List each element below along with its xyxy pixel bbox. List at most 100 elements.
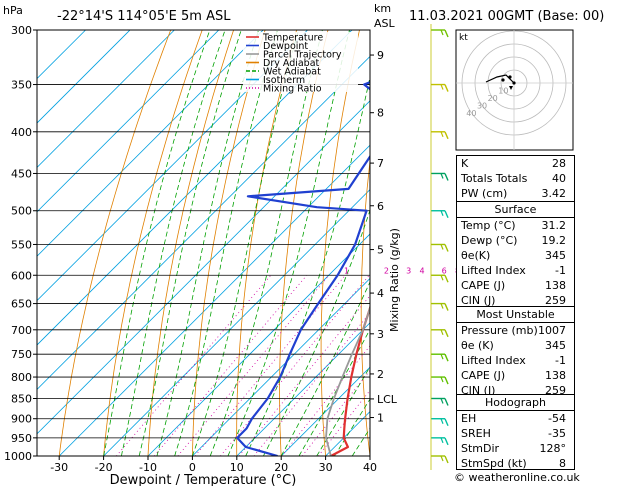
km-tick-label: 1 [377, 412, 384, 425]
wet-adiabat-line [316, 366, 370, 456]
mixing-ratio-label: 4 [419, 266, 424, 275]
storm-motion-marker [509, 86, 513, 90]
km-tick-label: LCL [377, 393, 398, 406]
wind-barbs [430, 24, 449, 470]
isotherm-line [37, 30, 264, 257]
wind-barb-flag [444, 303, 449, 311]
temperature-tick-label: 10 [230, 461, 244, 474]
temperature-tick-label: -10 [139, 461, 157, 474]
pressure-tick-label: 850 [11, 392, 32, 405]
km-tick-label: 5 [377, 244, 384, 257]
km-axis: 9 8 7 6 5 4 3 2 LCL 1 [370, 49, 398, 425]
temperature-axis: -30 -20 -10 0 10 20 30 40 [50, 456, 377, 474]
table-row: Dewp (°C) 19.2 [457, 233, 574, 248]
wind-barb-flag [440, 84, 444, 90]
row-label: Temp (°C) [461, 219, 516, 232]
x-axis-label: Dewpoint / Temperature (°C) [110, 473, 297, 486]
dry-adiabat-line [578, 30, 629, 456]
row-value: 138 [545, 279, 566, 292]
row-value: 28 [552, 157, 566, 170]
wind-barb-flag [440, 303, 444, 309]
asl-label: ASL [374, 17, 396, 30]
row-value: 3.42 [541, 187, 567, 200]
km-tick-label: 9 [377, 49, 384, 62]
indices-table: K 28 Totals Totals 40 PW (cm) 3.42 [456, 155, 575, 202]
wind-barb-flag [444, 455, 449, 464]
mixing-ratio-label: 1 [344, 266, 349, 275]
row-label: CAPE (J) [461, 369, 506, 382]
pressure-tick-label: 1000 [4, 450, 32, 463]
pressure-tick-label: 300 [11, 24, 32, 37]
wind-barb-flag [440, 398, 444, 404]
wind-barb-flag [440, 29, 444, 36]
wind-barb-flag [440, 131, 444, 138]
table-row: StmDir 128° [457, 441, 574, 456]
pressure-tick-label: 650 [11, 298, 32, 311]
dry-adiabat-line [147, 30, 234, 456]
surface-title: Surface [494, 203, 537, 216]
temperature-line [330, 304, 370, 456]
wind-barb-flag [444, 131, 449, 140]
parcel-trajectory-line [325, 305, 370, 456]
pressure-tick-label: 600 [11, 269, 32, 282]
wind-barb-flag [440, 455, 444, 462]
km-label: km [374, 2, 391, 15]
legend-entry: Parcel Trajectory [263, 50, 342, 61]
table-row: Temp (°C) 31.2 [457, 218, 574, 233]
wind-barb-flag [444, 210, 449, 219]
hodograph-ring-label: 10 [498, 86, 508, 95]
row-label: CAPE (J) [461, 279, 506, 292]
pressure-tick-label: 500 [11, 205, 32, 218]
hodograph-table: Hodograph EH -54 SREH -35 StmDir 128° StmSpd (… [456, 394, 575, 470]
mixing-ratio-label: 3 [406, 266, 411, 275]
row-label: Totals Totals [461, 172, 528, 185]
wet-adiabat-line [103, 30, 211, 456]
legend-entry: Wet Adiabat [263, 67, 321, 78]
row-value: 40 [552, 172, 566, 185]
row-label: Lifted Index [461, 264, 526, 277]
mixing-ratio-line [177, 275, 330, 456]
temperature-tick-label: -30 [50, 461, 68, 474]
temperature-tick-label: 30 [319, 461, 333, 474]
wind-barb-flag [444, 376, 449, 385]
pressure-tick-label: 350 [11, 79, 32, 92]
most-unstable-table: Most Unstable Pressure (mb) 1007 θe (K) 345… [456, 306, 575, 397]
pressure-tick-label: 550 [11, 238, 32, 251]
mixing-ratio-line [238, 295, 370, 456]
isotherm-line [37, 30, 220, 213]
row-label: θe (K) [461, 339, 494, 352]
table-row: EH -54 [457, 411, 574, 426]
dry-adiabat-line [320, 30, 360, 456]
mixing-ratio-label: 6 [442, 266, 447, 275]
temperature-tick-label: 20 [274, 461, 288, 474]
row-value: 259 [545, 294, 566, 307]
isotherm-line [147, 233, 370, 456]
isotherm-line [58, 144, 370, 456]
wet-adiabat-line [245, 75, 370, 456]
hodograph-ring-label: 20 [488, 94, 498, 103]
table-row: Pressure (mb) 1007 [457, 323, 574, 338]
table-row: StmSpd (kt) 8 [457, 456, 574, 471]
table-row: Lifted Index -1 [457, 353, 574, 368]
hodograph-kt-label: kt [459, 33, 468, 43]
mixing-ratio-label: 2 [384, 266, 389, 275]
table-row: K 28 [457, 156, 574, 171]
temperature-tick-label: 40 [363, 461, 377, 474]
pressure-tick-label: 700 [11, 324, 32, 337]
isotherm-line [192, 277, 370, 456]
wind-barb-flag [440, 173, 444, 179]
isotherm-line [236, 322, 370, 456]
row-value: 345 [545, 249, 566, 262]
dewpoint-line [236, 80, 370, 456]
wind-barb-flag [440, 275, 444, 281]
row-label: Dewp (°C) [461, 234, 518, 247]
wind-barb-flag [440, 329, 444, 336]
wind-barb-flag [444, 329, 449, 338]
dry-adiabat-line [58, 30, 172, 456]
table-row: θe (K) 345 [457, 338, 574, 353]
dry-adiabat-line [611, 30, 629, 456]
sounding-series [236, 80, 370, 456]
table-row: CIN (J) 259 [457, 383, 574, 398]
